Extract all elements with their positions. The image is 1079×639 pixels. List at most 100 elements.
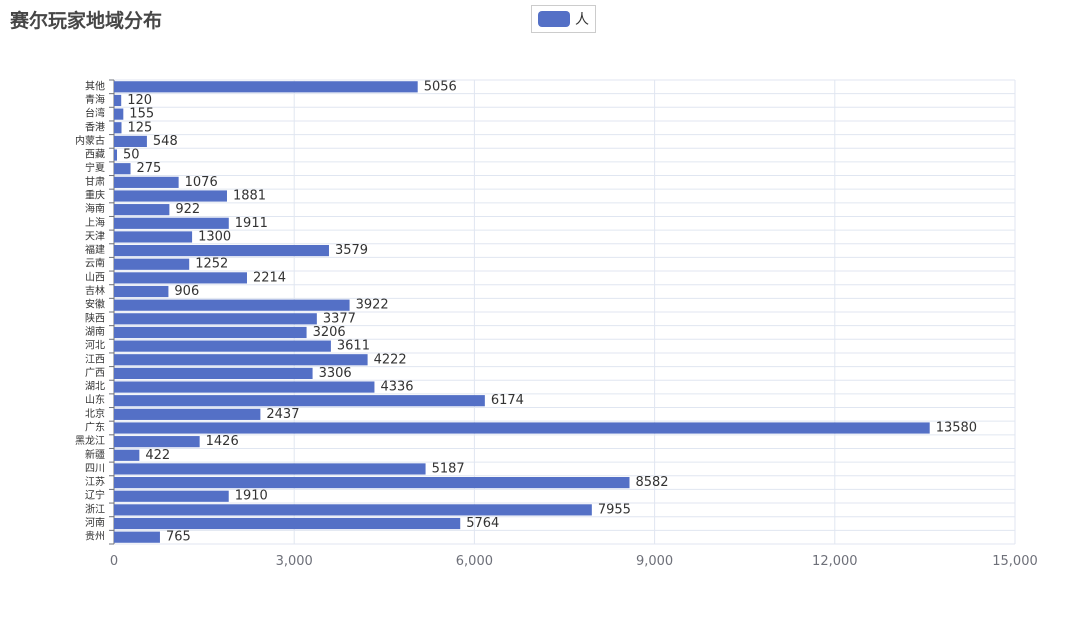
bar-value-label: 1252 <box>195 257 228 272</box>
bar <box>114 340 331 352</box>
y-tick-label: 青海 <box>85 93 105 106</box>
x-tick-label: 15,000 <box>992 554 1038 569</box>
bar-value-label: 50 <box>123 148 140 163</box>
bar <box>114 163 131 175</box>
bar-value-label: 3377 <box>323 311 356 326</box>
y-tick-label: 内蒙古 <box>75 134 105 147</box>
bar <box>114 231 193 243</box>
y-tick-label: 江西 <box>85 353 105 365</box>
bar <box>114 476 630 489</box>
legend-item[interactable]: 人 <box>531 5 596 33</box>
y-tick-label: 新疆 <box>85 448 105 461</box>
bar <box>114 436 200 448</box>
bar <box>114 272 247 284</box>
bar-value-label: 6174 <box>491 393 524 408</box>
y-tick-label: 江苏 <box>85 475 105 488</box>
bar-value-label: 4222 <box>374 352 407 367</box>
bar-value-label: 3611 <box>337 339 370 354</box>
bar-value-label: 13580 <box>936 421 977 436</box>
y-tick-label: 其他 <box>85 79 105 92</box>
bar <box>114 108 124 120</box>
y-tick-label: 宁夏 <box>85 161 105 174</box>
bar <box>114 395 485 407</box>
bar-value-label: 4336 <box>380 380 413 395</box>
bar-value-label: 8582 <box>635 475 668 490</box>
x-tick-label: 3,000 <box>276 554 313 569</box>
y-tick-label: 甘肃 <box>85 175 105 188</box>
y-tick-label: 山东 <box>85 393 105 406</box>
y-tick-label: 河北 <box>85 340 105 352</box>
bar <box>114 367 313 380</box>
bar <box>114 190 227 202</box>
bar-value-label: 7955 <box>598 502 631 517</box>
y-tick-label: 台湾 <box>85 107 105 120</box>
y-tick-label: 湖北 <box>85 381 105 393</box>
y-tick-label: 辽宁 <box>85 489 105 502</box>
y-tick-label: 福建 <box>85 243 105 256</box>
bar <box>114 285 169 298</box>
bar <box>114 463 426 475</box>
bar <box>114 217 229 229</box>
bar <box>114 299 350 311</box>
y-tick-label: 香港 <box>85 121 105 133</box>
bar <box>114 354 368 366</box>
bar-value-label: 548 <box>153 134 178 149</box>
bar-value-label: 1881 <box>233 189 266 204</box>
y-tick-label: 海南 <box>85 202 105 215</box>
bar-value-label: 2437 <box>266 407 299 422</box>
y-tick-label: 河南 <box>85 516 105 529</box>
bar-value-label: 1911 <box>235 216 268 231</box>
bar <box>114 531 160 543</box>
bar-value-label: 3579 <box>335 243 368 258</box>
bar <box>114 517 461 530</box>
y-tick-label: 浙江 <box>85 503 105 515</box>
bar-value-label: 5764 <box>466 516 499 531</box>
bar-value-label: 155 <box>129 107 154 122</box>
bar-value-label: 1300 <box>198 229 231 244</box>
bar <box>114 449 140 461</box>
chart-title: 赛尔玩家地域分布 <box>10 10 163 32</box>
x-tick-label: 6,000 <box>456 554 493 569</box>
y-tick-label: 山西 <box>85 271 105 283</box>
bar <box>114 422 930 434</box>
y-tick-label: 云南 <box>85 257 105 270</box>
bar-value-label: 120 <box>127 93 152 108</box>
bar <box>114 244 329 257</box>
bar-value-label: 906 <box>174 284 199 299</box>
x-tick-label: 0 <box>110 554 118 569</box>
y-tick-label: 吉林 <box>85 284 105 297</box>
bar <box>114 176 179 188</box>
bar-value-label: 2214 <box>253 270 286 285</box>
bar-value-label: 1910 <box>235 489 268 504</box>
y-tick-label: 四川 <box>85 463 105 474</box>
bar <box>114 504 592 516</box>
y-tick-label: 湖南 <box>85 325 105 338</box>
bar <box>114 149 118 161</box>
legend-label: 人 <box>575 12 589 28</box>
legend-swatch <box>538 11 570 27</box>
y-tick-label: 广西 <box>85 367 105 379</box>
bar-value-label: 3922 <box>356 298 389 313</box>
bar <box>114 490 229 502</box>
bar <box>114 408 261 420</box>
bar <box>114 94 122 107</box>
y-tick-label: 陕西 <box>85 311 105 324</box>
bar-value-label: 5187 <box>432 461 465 476</box>
bar-value-label: 5056 <box>424 79 457 94</box>
bar <box>114 204 170 216</box>
bar-value-label: 275 <box>137 161 162 176</box>
bar-value-label: 765 <box>166 530 191 545</box>
y-tick-label: 贵州 <box>85 530 105 543</box>
bar-value-label: 125 <box>128 120 153 135</box>
bar <box>114 313 317 325</box>
bar-value-label: 1426 <box>206 434 239 449</box>
y-tick-label: 安徽 <box>85 298 105 311</box>
bar-value-label: 3206 <box>313 325 346 340</box>
x-tick-label: 12,000 <box>812 554 858 569</box>
y-tick-label: 天津 <box>85 230 105 242</box>
y-tick-label: 上海 <box>85 216 105 229</box>
bar-value-label: 922 <box>175 202 200 217</box>
y-tick-label: 重庆 <box>85 189 105 202</box>
y-tick-label: 广东 <box>85 421 105 434</box>
